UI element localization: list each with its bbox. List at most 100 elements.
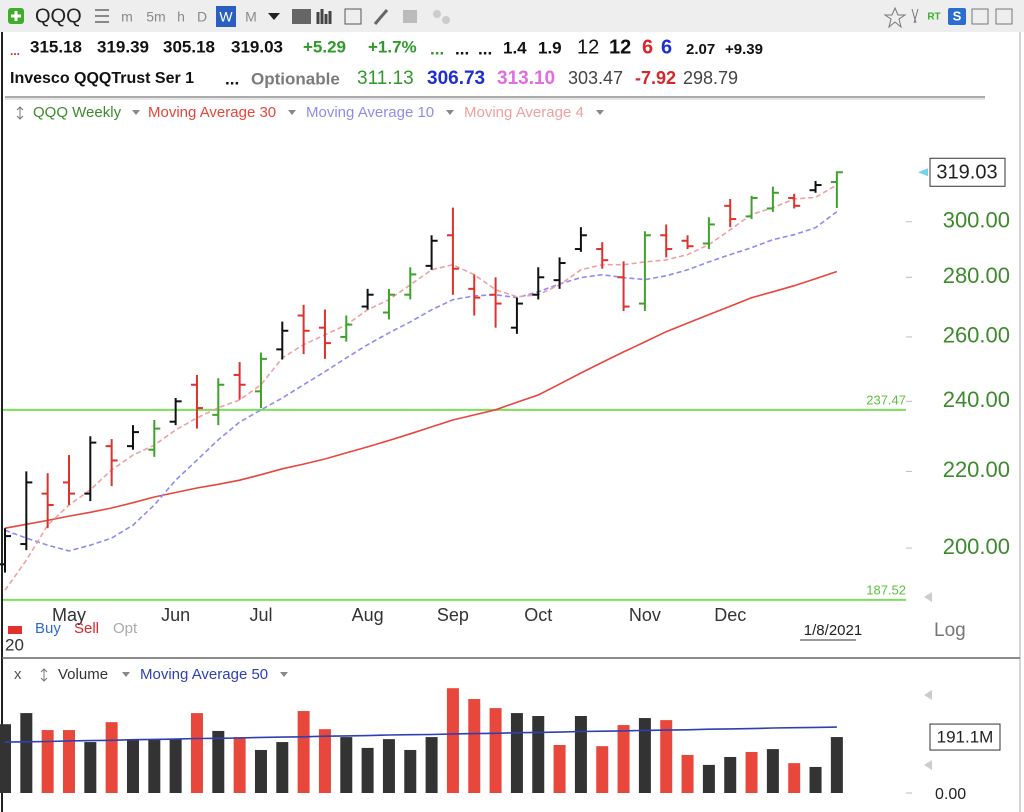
rt-badge[interactable]: RT [927,12,940,23]
y-tick-label: 280.00 [943,263,1010,288]
legend-item[interactable]: Volume [58,666,108,683]
quote-field: 12 [609,36,631,58]
bar-icon[interactable] [316,9,332,24]
legend-dropdown[interactable] [446,110,454,115]
volume-bar [681,754,694,793]
volume-bar [724,756,737,793]
order-icon[interactable] [8,626,22,634]
quote-field: 298.79 [683,68,738,88]
legend-item[interactable]: Moving Average 4 [464,104,584,121]
volume-bar [574,716,587,793]
volume-bar [425,737,438,793]
volume-bar [745,752,758,793]
legend-item[interactable]: Moving Average 30 [148,104,276,121]
volume-bar [638,718,651,793]
year-label: 20 [5,635,24,654]
scroll-marker [924,690,932,700]
quote-field: 2.07 [686,41,715,58]
close-button[interactable]: x [14,666,22,683]
move-icon[interactable] [16,106,24,120]
volume-bar [468,699,481,793]
quote-field: 311.13 [357,68,414,89]
volume-bar [20,713,33,793]
volume-bar [660,720,673,793]
quote-field: -7.92 [635,68,676,88]
quote-field: +5.29 [303,37,346,56]
volume-bar [382,739,395,793]
price-plot: 200.00 220.00 240.00 260.00 280.00 300.00 237.… [0,157,1010,639]
share-icon[interactable] [433,10,441,18]
horizontal-line-label: 237.47 [866,392,906,407]
order-button[interactable]: Buy [35,620,61,637]
x-tick-label: Sep [437,605,469,625]
star-icon[interactable] [883,6,907,29]
volume-bar [84,742,97,793]
x-tick-label: Jul [249,605,272,625]
legend-item[interactable]: Moving Average 10 [306,104,434,121]
share-icon[interactable] [442,16,450,24]
last-volume-label: 191.1M [937,728,994,747]
volume-bar [510,713,523,793]
note-icon[interactable] [403,10,417,23]
legend-item[interactable]: QQQ Weekly [33,104,122,121]
legend-dropdown[interactable] [122,672,130,677]
volume-bar [190,713,203,793]
window-icon[interactable] [995,8,1013,25]
legend-dropdown[interactable] [280,672,288,677]
add-icon-plus [11,11,21,21]
menu-icon[interactable] [95,9,109,23]
grid-icon[interactable] [344,8,362,25]
s-badge[interactable]: S [953,8,962,23]
move-icon[interactable] [40,668,48,682]
volume-bar [276,742,289,793]
volume-bar [553,744,566,793]
text-tool-icon[interactable] [292,9,311,24]
interval[interactable]: M [245,9,257,25]
quote-field: +1.7% [368,37,417,56]
interval[interactable]: W [219,9,233,25]
y-tick-label: 0.00 [935,786,966,803]
horizontal-line-label: 187.52 [866,582,906,597]
draw-icon[interactable] [373,9,389,25]
dropdown-icon[interactable] [268,13,280,20]
quote-field: 1.9 [538,38,562,57]
volume-bar [62,730,75,793]
quote-field: +9.39 [725,41,763,58]
volume-bar [617,725,630,793]
quote-field: ... [10,44,20,58]
quote-field: ... [478,39,492,58]
volume-bar [105,722,118,793]
x-tick-label: Aug [352,605,384,625]
interval[interactable]: h [177,9,185,25]
volume-bar [0,724,11,793]
interval[interactable]: m [121,9,133,25]
quote-field: 12 [577,36,599,58]
security-name: Invesco QQQTrust Ser 1 [10,70,194,87]
volume-bar [318,729,331,793]
legend-dropdown[interactable] [132,110,140,115]
legend-dropdown[interactable] [596,110,604,115]
legend-dropdown[interactable] [288,110,296,115]
volume-bar [830,737,843,793]
volume-bar [254,749,267,793]
interval-selected [216,6,236,27]
quote-field: ... [225,69,239,88]
volume-bar [169,739,182,793]
y-tick-label: 240.00 [943,387,1010,412]
interval[interactable]: 5m [146,9,165,25]
tool-icon[interactable] [911,8,919,24]
quote-field: 319.03 [231,37,283,56]
last-price-marker [918,168,928,177]
order-button[interactable]: Opt [113,620,138,637]
save-icon[interactable] [971,8,989,25]
order-button[interactable]: Sell [74,620,99,637]
quote-field: 6 [661,36,672,58]
legend-item[interactable]: Moving Average 50 [140,666,268,683]
scale-button[interactable]: Log [934,620,966,641]
x-tick-label: Dec [714,605,746,625]
volume-bar [404,749,417,793]
symbol[interactable]: QQQ [35,5,82,27]
volume-bar [41,730,54,793]
interval[interactable]: D [197,9,207,25]
volume-bar [489,708,502,793]
